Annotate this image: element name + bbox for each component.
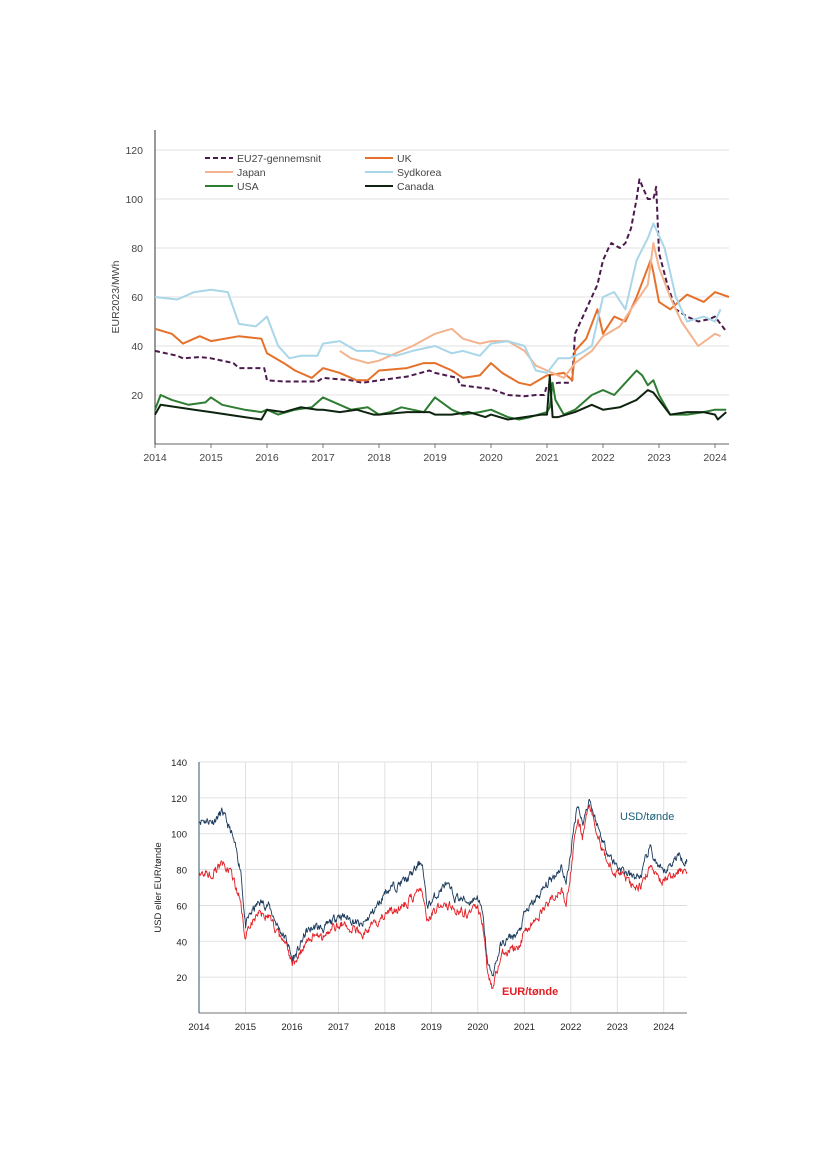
x-tick-label: 2018	[367, 452, 391, 464]
x-tick-label: 2018	[374, 1022, 395, 1033]
y-tick-label: 120	[171, 794, 187, 805]
annotation-usd: USD/tønde	[620, 811, 674, 823]
series-line-sydkorea	[154, 222, 722, 374]
x-tick-label: 2015	[235, 1022, 256, 1033]
x-tick-label: 2016	[281, 1022, 302, 1033]
legend-label: Canada	[397, 181, 434, 193]
y-tick-label: 80	[131, 243, 143, 255]
legend-label: Japan	[237, 167, 266, 179]
x-tick-label: 2016	[255, 452, 279, 464]
legend-label: Sydkorea	[397, 167, 442, 179]
y-tick-label: 80	[176, 866, 187, 877]
x-tick-label: 2014	[143, 452, 167, 464]
x-tick-label: 2024	[703, 452, 727, 464]
y-axis-title: USD eller EUR/tønde	[153, 842, 164, 932]
series-line-canada	[154, 374, 727, 421]
y-tick-label: 100	[171, 830, 187, 841]
x-tick-label: 2014	[188, 1022, 209, 1033]
y-tick-label: 60	[131, 292, 143, 304]
x-tick-label: 2020	[479, 452, 503, 464]
x-tick-label: 2024	[653, 1022, 674, 1033]
x-tick-label: 2017	[311, 452, 335, 464]
chart-oil-prices: 20 40 60 80 100 120 140 2014 2015 2016 2017 2018 201…	[0, 740, 827, 1040]
y-tick-label: 20	[131, 390, 143, 402]
x-tick-label: 2022	[560, 1022, 581, 1033]
series-line-uk	[154, 259, 730, 387]
y-tick-label: 100	[125, 194, 143, 206]
x-tick-label: 2023	[647, 452, 671, 464]
series-line-usa	[154, 369, 727, 421]
y-tick-label: 40	[131, 341, 143, 353]
chart-electricity-prices: 20 40 60 80 100 120 2014 2015 2016 2017 2018 2019 20…	[0, 120, 827, 480]
x-tick-label: 2017	[328, 1022, 349, 1033]
series-line-japan	[339, 242, 721, 379]
y-axis-title: EUR2023/MWh	[110, 260, 122, 333]
x-tick-label: 2021	[535, 452, 559, 464]
legend-label: EU27-gennemsnit	[237, 153, 321, 165]
y-tick-label: 140	[171, 758, 187, 769]
series-line-eu27-gennemsnit	[154, 178, 727, 398]
chart1-svg: 20 40 60 80 100 120 2014 2015 2016 2017 2018 2019 20…	[110, 130, 730, 464]
chart2-svg: 20 40 60 80 100 120 140 2014 2015 2016 2017 2018 201…	[153, 758, 688, 1033]
y-tick-label: 40	[176, 937, 187, 948]
x-tick-label: 2019	[423, 452, 447, 464]
legend-label: USA	[237, 181, 259, 193]
x-tick-label: 2023	[607, 1022, 628, 1033]
series-line-eur	[198, 804, 688, 990]
y-tick-label: 120	[125, 145, 143, 157]
x-tick-label: 2019	[421, 1022, 442, 1033]
x-tick-label: 2021	[514, 1022, 535, 1033]
x-tick-label: 2015	[199, 452, 223, 464]
y-tick-label: 20	[176, 973, 187, 984]
legend-label: UK	[397, 153, 412, 165]
series-line-usd	[198, 798, 688, 977]
annotation-eur: EUR/tønde	[502, 986, 558, 998]
y-tick-label: 60	[176, 901, 187, 912]
x-tick-label: 2022	[591, 452, 615, 464]
x-tick-label: 2020	[467, 1022, 488, 1033]
